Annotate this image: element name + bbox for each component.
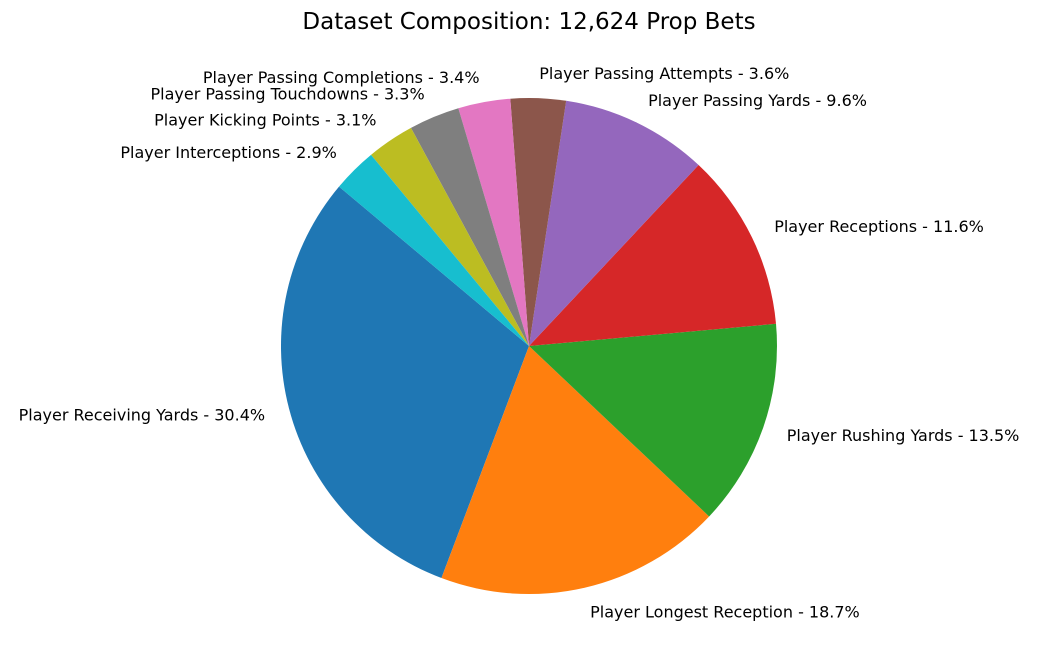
pie-slice-label-7: Player Passing Touchdowns - 3.3% xyxy=(151,84,425,103)
pie-slice-label-6: Player Passing Completions - 3.4% xyxy=(203,68,480,87)
chart-title: Dataset Composition: 12,624 Prop Bets xyxy=(302,9,755,35)
pie-slice-0 xyxy=(280,186,529,579)
pie-slice-label-8: Player Kicking Points - 3.1% xyxy=(154,110,376,129)
pie-slices xyxy=(280,98,777,595)
pie-labels: Player Receiving Yards - 30.4% Player Lon… xyxy=(19,64,1020,621)
pie-slice-4 xyxy=(529,100,699,346)
pie-slice-7 xyxy=(410,108,529,346)
pie-slice-8 xyxy=(371,127,529,346)
pie-slice-3 xyxy=(529,165,776,346)
pie-slice-label-3: Player Receptions - 11.6% xyxy=(774,217,984,236)
pie-slice-5 xyxy=(510,98,567,346)
pie-slice-6 xyxy=(458,98,529,347)
pie-slice-9 xyxy=(339,154,529,346)
pie-slice-label-0: Player Receiving Yards - 30.4% xyxy=(19,406,265,425)
pie-slice-1 xyxy=(441,346,710,595)
pie-slice-label-2: Player Rushing Yards - 13.5% xyxy=(787,426,1020,445)
pie-slice-label-4: Player Passing Yards - 9.6% xyxy=(648,91,867,110)
pie-slice-2 xyxy=(529,323,777,517)
pie-slice-label-5: Player Passing Attempts - 3.6% xyxy=(539,64,789,83)
pie-slice-label-9: Player Interceptions - 2.9% xyxy=(120,143,336,162)
pie-slice-label-1: Player Longest Reception - 18.7% xyxy=(590,602,860,621)
